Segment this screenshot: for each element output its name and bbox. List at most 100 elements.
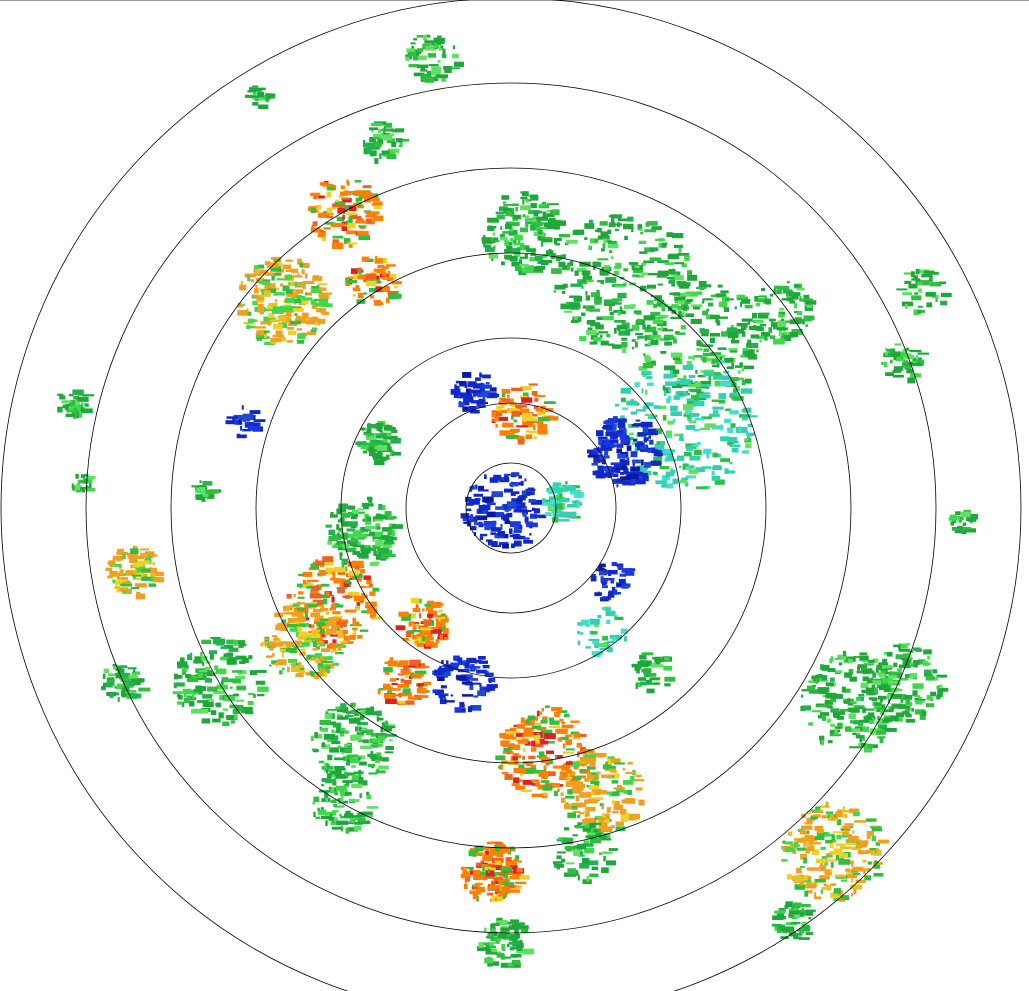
echo — [481, 942, 492, 946]
echo — [129, 557, 137, 564]
echo — [476, 402, 486, 408]
echo — [808, 917, 812, 920]
echo — [282, 651, 285, 658]
echo — [486, 502, 496, 506]
echo — [121, 576, 128, 581]
echo — [455, 707, 461, 711]
echo — [358, 726, 362, 732]
echo — [912, 362, 922, 367]
echo — [610, 770, 617, 773]
echo — [649, 257, 662, 262]
echo — [435, 689, 444, 696]
echo — [791, 913, 795, 918]
echo — [872, 680, 881, 686]
echo — [637, 432, 647, 437]
echo — [529, 194, 538, 198]
echo — [620, 387, 631, 394]
echo — [590, 780, 600, 785]
echo — [629, 813, 640, 820]
echo — [466, 508, 472, 512]
echo — [495, 424, 498, 428]
echo — [543, 741, 555, 744]
echo — [642, 374, 647, 377]
echo — [119, 587, 129, 591]
echo — [834, 728, 838, 735]
echo — [630, 399, 634, 403]
echo — [576, 502, 580, 509]
echo — [513, 724, 518, 727]
echo — [889, 359, 893, 364]
echo — [738, 426, 742, 432]
echo — [334, 792, 338, 796]
echo — [741, 450, 750, 454]
echo — [313, 298, 324, 301]
echo — [122, 553, 126, 560]
echo — [637, 224, 643, 230]
echo — [679, 433, 684, 440]
echo — [682, 463, 689, 469]
echo — [314, 322, 321, 326]
echo — [809, 842, 822, 845]
echo — [611, 780, 619, 784]
echo — [883, 361, 888, 368]
echo — [617, 218, 628, 222]
echo — [641, 669, 652, 673]
echo — [631, 339, 636, 342]
echo — [893, 366, 904, 371]
echo — [495, 506, 505, 510]
echo — [888, 671, 901, 678]
echo — [476, 669, 487, 674]
echo — [710, 334, 720, 337]
echo — [723, 370, 730, 374]
echo — [355, 197, 363, 202]
echo — [702, 298, 713, 301]
echo — [277, 659, 287, 666]
echo — [735, 329, 745, 334]
echo — [563, 827, 570, 831]
echo — [345, 827, 350, 834]
echo — [462, 406, 468, 412]
echo — [387, 270, 391, 277]
echo — [232, 678, 241, 683]
echo — [76, 412, 80, 418]
echo — [546, 209, 551, 213]
echo — [606, 860, 616, 866]
echo — [298, 668, 305, 674]
echo — [312, 287, 322, 294]
echo — [352, 627, 358, 631]
echo — [346, 714, 351, 718]
echo — [695, 381, 701, 388]
echo — [335, 199, 339, 204]
echo — [849, 728, 861, 732]
echo — [914, 695, 921, 698]
echo — [292, 298, 302, 303]
echo — [320, 648, 331, 652]
echo — [419, 613, 422, 619]
echo — [358, 739, 366, 743]
echo — [614, 464, 622, 468]
echo — [750, 334, 760, 339]
echo — [835, 711, 846, 715]
echo — [879, 695, 883, 702]
echo — [720, 381, 732, 387]
echo — [576, 299, 580, 305]
echo — [664, 657, 670, 661]
echo — [794, 284, 799, 288]
echo — [341, 562, 345, 568]
echo — [256, 297, 264, 301]
echo — [319, 643, 326, 647]
echo — [339, 581, 344, 587]
echo — [512, 472, 520, 477]
echo — [386, 264, 396, 267]
echo — [273, 323, 283, 330]
echo — [431, 43, 435, 46]
echo — [611, 302, 622, 305]
echo — [808, 840, 815, 843]
echo — [255, 333, 267, 339]
echo — [913, 309, 920, 316]
echo — [196, 668, 200, 674]
echo — [513, 242, 525, 246]
echo — [644, 428, 656, 432]
echo — [311, 327, 317, 331]
echo — [608, 343, 615, 346]
